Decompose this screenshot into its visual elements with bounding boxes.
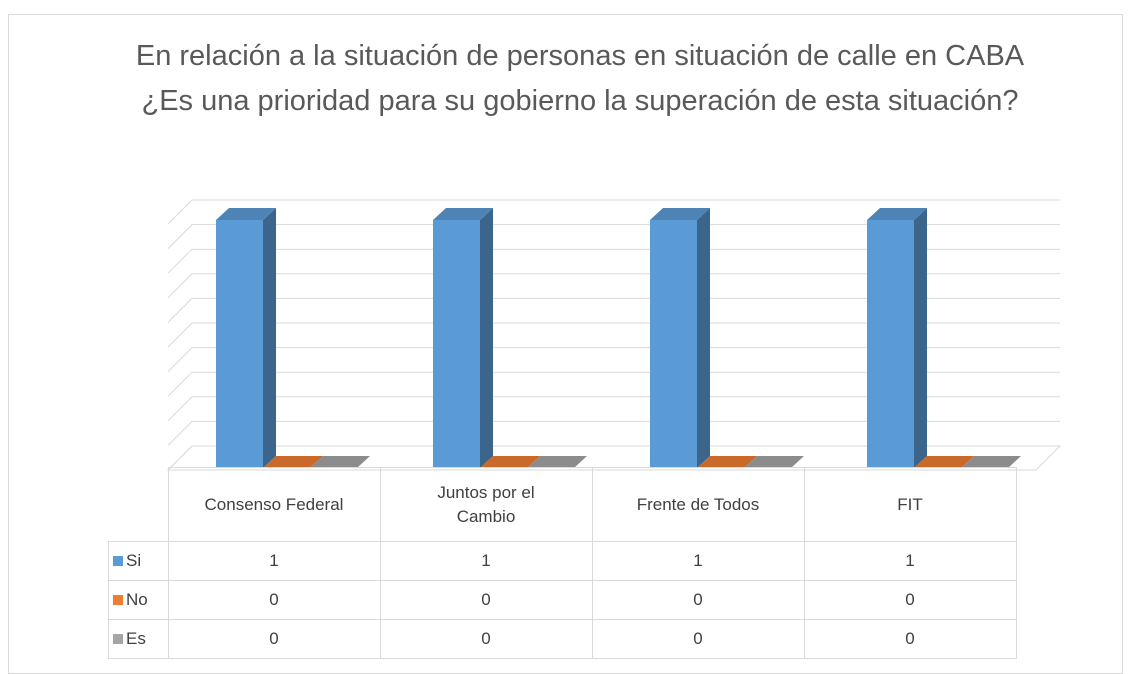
grid-line [167, 396, 1060, 422]
legend-label: Es [126, 629, 146, 648]
bar [867, 208, 927, 468]
grid-line [167, 371, 1060, 397]
table-value: 0 [591, 619, 805, 659]
bar [697, 456, 757, 468]
data-table: Consenso Federal Juntos por el Cambio Fren… [108, 467, 1017, 659]
bar [433, 208, 493, 468]
bar-top [480, 456, 540, 468]
bar [263, 456, 323, 468]
table-value: 1 [591, 541, 805, 581]
bar [310, 456, 370, 468]
table-value: 0 [803, 580, 1017, 620]
bar-front [650, 220, 697, 468]
legend-swatch [113, 595, 123, 605]
table-header-row: Consenso Federal Juntos por el Cambio Fren… [109, 467, 1017, 542]
bar-top [744, 456, 804, 468]
legend-entry: Es [108, 619, 169, 659]
legend-entry: No [108, 580, 169, 620]
legend-swatch [113, 634, 123, 644]
table-value: 1 [167, 541, 381, 581]
legend-label: Si [126, 551, 142, 570]
bar-top [697, 456, 757, 468]
bar [914, 456, 974, 468]
bar-top [263, 456, 323, 468]
legend-entry: Si [108, 541, 169, 581]
bar [961, 456, 1021, 468]
bar [744, 456, 804, 468]
grid-line [167, 199, 1060, 225]
table-value: 0 [167, 580, 381, 620]
bar-top [310, 456, 370, 468]
table-value: 0 [167, 619, 381, 659]
table-value: 0 [379, 580, 593, 620]
bar-top [867, 208, 927, 220]
table-row: Es 0 0 0 0 [108, 619, 1017, 659]
table-value: 0 [803, 619, 1017, 659]
grid-line [167, 248, 1060, 274]
grid-line [167, 347, 1060, 372]
bar-top [216, 208, 276, 220]
bar-top [527, 456, 587, 468]
grid-line [167, 322, 1060, 348]
bar-side [914, 208, 927, 468]
grid-line [167, 273, 1060, 299]
category-label: FIT [803, 467, 1017, 542]
table-row: No 0 0 0 0 [108, 580, 1017, 620]
category-label: Juntos por el Cambio [379, 467, 593, 542]
bar-top [961, 456, 1021, 468]
bar-top [914, 456, 974, 468]
bar-front [867, 220, 914, 468]
category-label: Frente de Todos [591, 467, 805, 542]
bar [480, 456, 540, 468]
bar-side [697, 208, 710, 468]
bar [216, 208, 276, 468]
bar [527, 456, 587, 468]
category-label: Consenso Federal [167, 467, 381, 542]
bar-top [650, 208, 710, 220]
bar-front [433, 220, 480, 468]
grid-line [167, 224, 1060, 249]
legend-swatch [113, 556, 123, 566]
grid-line [167, 420, 1060, 446]
bar-side [480, 208, 493, 468]
table-value: 0 [379, 619, 593, 659]
bar-side [263, 208, 276, 468]
bar-front [216, 220, 263, 468]
table-value: 0 [591, 580, 805, 620]
table-row: Si 1 1 1 1 [108, 541, 1017, 581]
chart-title: En relación a la situación de personas e… [135, 40, 1025, 117]
grid-line [167, 297, 1060, 323]
table-value: 1 [803, 541, 1017, 581]
bar [650, 208, 710, 468]
table-corner [109, 468, 169, 542]
table-value: 1 [379, 541, 593, 581]
legend-label: No [126, 590, 148, 609]
bar-top [433, 208, 493, 220]
